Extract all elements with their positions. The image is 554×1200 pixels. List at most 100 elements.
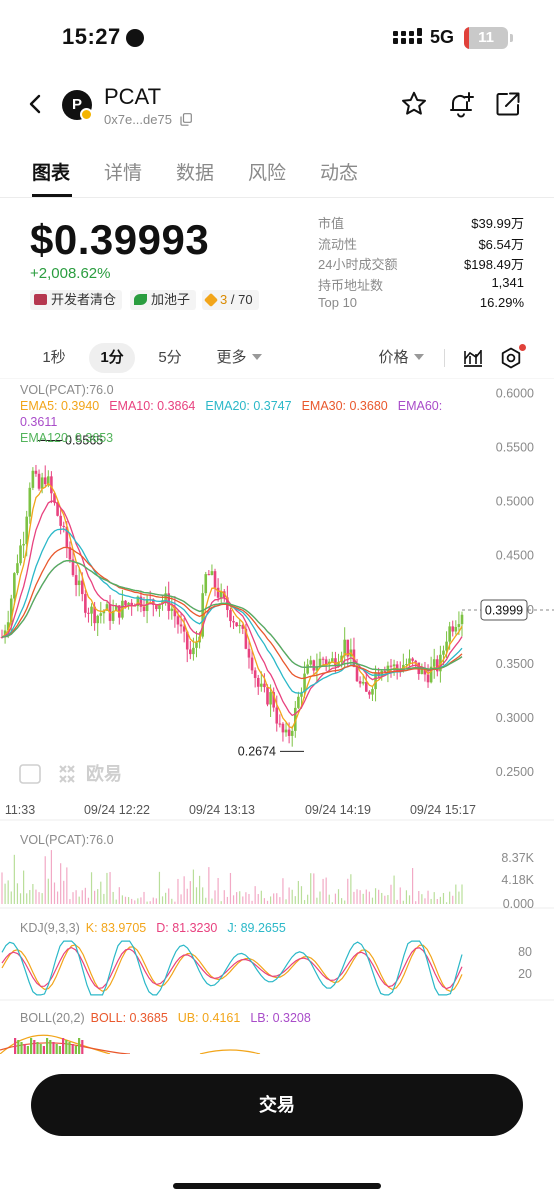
volume-bar	[223, 890, 225, 904]
volume-bar	[381, 892, 383, 904]
favorite-star-icon[interactable]	[400, 90, 428, 118]
volume-bar	[387, 895, 389, 904]
interval-1m[interactable]: 1分	[89, 343, 135, 373]
volume-bar	[257, 894, 259, 904]
volume-bar	[242, 896, 244, 904]
candle-body	[256, 677, 260, 687]
legend-boll-name: BOLL(20,2)	[20, 1011, 85, 1025]
candle-body	[364, 681, 368, 692]
volume-bar	[217, 877, 219, 904]
trade-button[interactable]: 交易	[31, 1074, 523, 1136]
time-axis-label: 09/24 14:19	[305, 803, 371, 817]
boll-candle	[81, 1040, 84, 1054]
interval-1s[interactable]: 1秒	[42, 349, 66, 366]
chart-canvas[interactable]: 0.60000.55000.50000.45000.40000.35000.30…	[0, 378, 554, 1054]
volume-bar	[331, 902, 333, 904]
watermark-logo: 欧易	[19, 763, 122, 785]
volume-bar	[408, 895, 411, 904]
candle-body	[111, 610, 115, 621]
candle-body	[287, 729, 291, 736]
tab-chart[interactable]: 图表	[32, 163, 71, 184]
boll-candle	[26, 1046, 29, 1054]
copy-icon[interactable]	[180, 113, 192, 126]
boll-candle	[36, 1042, 39, 1054]
boll-candle	[23, 1044, 26, 1054]
candle-body	[436, 659, 439, 672]
candle-body	[337, 661, 340, 667]
tag-dev-sold[interactable]: 开发者清仓	[30, 290, 123, 310]
candle-body	[50, 476, 53, 494]
candle-body	[161, 600, 164, 604]
candle-body	[334, 658, 337, 667]
token-stats: 市值 $39.99万 流动性 $6.54万 24小时成交额 $198.49万 持币地址…	[318, 213, 524, 316]
price-type-label: 价格	[378, 349, 409, 366]
legend-boll-ub: UB: 0.4161	[177, 1011, 241, 1025]
candle-body	[411, 658, 414, 661]
settings-hexagon-icon[interactable]	[500, 347, 522, 369]
volume-bar	[174, 901, 176, 904]
stat-value: $39.99万	[471, 216, 524, 231]
legend-boll-lb: LB: 0.3208	[250, 1011, 311, 1025]
volume-bar	[97, 889, 99, 904]
candle-body	[142, 606, 146, 612]
token-header: P PCAT 0x7e...de75	[0, 80, 554, 140]
volume-bar	[251, 900, 253, 904]
candle-body	[229, 610, 232, 622]
candle-body	[238, 625, 242, 627]
time-axis-label: 09/24 12:22	[84, 803, 150, 817]
price-axis-label: 0.4500	[496, 549, 534, 563]
volume-bar	[81, 890, 83, 904]
status-bar: 15:27 5G 11	[0, 0, 554, 76]
time-axis-label: 09/24 15:17	[410, 803, 476, 817]
legend-boll: BOLL(20,2) BOLL: 0.3685 UB: 0.4161 LB: 0.32…	[20, 1010, 311, 1026]
volume-bar	[78, 896, 80, 904]
candle-body	[260, 683, 263, 687]
stat-value: $198.49万	[464, 257, 524, 272]
candle-body	[195, 642, 198, 648]
volume-bar	[109, 872, 111, 904]
battery-level: 11	[478, 29, 494, 46]
more-intervals-dropdown[interactable]: 更多	[206, 343, 272, 373]
volume-bar	[106, 872, 108, 904]
candle-body	[182, 626, 186, 632]
legend-ema120: EMA120: 0.3653	[20, 431, 114, 445]
indicators-icon[interactable]	[462, 348, 484, 368]
chevron-down-icon	[251, 354, 262, 360]
tab-activity[interactable]: 动态	[320, 163, 359, 184]
kline-chart[interactable]: 0.60000.55000.50000.45000.40000.35000.30…	[0, 378, 554, 1054]
volume-bar	[297, 880, 299, 904]
detail-tabs: 图表 详情 数据 风险 动态	[0, 152, 554, 198]
volume-bar	[66, 867, 68, 904]
tag-security-score[interactable]: 3 / 70	[202, 290, 259, 310]
status-time: 15:27	[62, 24, 121, 49]
back-arrow-icon[interactable]	[24, 92, 48, 116]
candle-body	[442, 650, 445, 655]
legend-ema10: EMA10: 0.3864	[109, 399, 196, 413]
volume-bar	[399, 887, 401, 904]
candle-body	[368, 691, 371, 695]
tab-details[interactable]: 详情	[104, 163, 143, 184]
volume-bar	[433, 892, 435, 904]
volume-bar	[192, 869, 195, 904]
candle-body	[77, 580, 81, 586]
ema-line	[1, 560, 463, 671]
candle-body	[448, 626, 451, 642]
tag-add-liquidity[interactable]: 加池子	[130, 290, 197, 310]
share-icon[interactable]	[494, 90, 522, 118]
candle-body	[192, 647, 195, 655]
volume-bar	[60, 863, 62, 904]
tab-risk[interactable]: 风险	[248, 163, 287, 184]
interval-5m[interactable]: 5分	[158, 349, 182, 366]
volume-bar	[254, 886, 256, 904]
candle-body	[19, 545, 22, 564]
tab-data[interactable]: 数据	[176, 163, 215, 184]
volume-bar	[236, 892, 238, 904]
volume-bar	[368, 891, 370, 904]
volume-bar	[279, 897, 281, 904]
volume-bar	[7, 880, 9, 904]
volume-bar	[303, 900, 306, 904]
price-type-dropdown[interactable]: 价格	[370, 343, 432, 373]
price-alert-bell-icon[interactable]	[447, 90, 475, 118]
price-axis-label: 0.5000	[496, 495, 534, 509]
candle-body	[99, 613, 103, 616]
